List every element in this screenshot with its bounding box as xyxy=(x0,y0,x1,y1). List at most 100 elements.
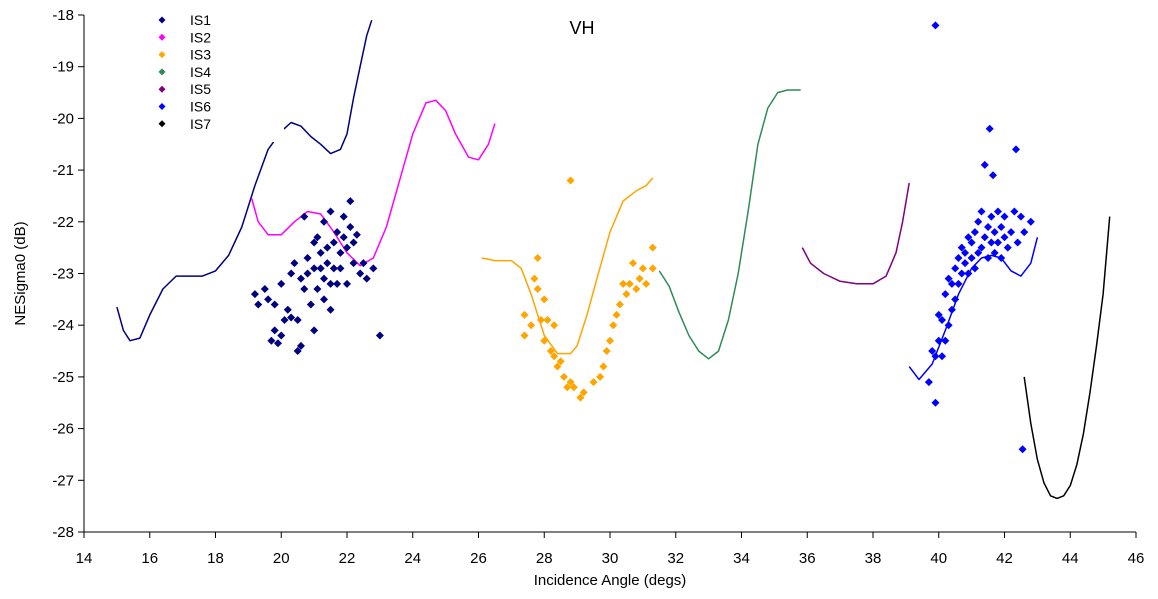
legend-item: IS6 xyxy=(158,99,211,115)
data-point xyxy=(563,383,572,392)
data-point xyxy=(619,279,628,288)
data-point xyxy=(599,362,608,371)
data-point xyxy=(1018,445,1027,454)
series-line-6 xyxy=(908,237,1039,381)
series-lines xyxy=(116,19,1111,500)
x-tick-label: 24 xyxy=(404,550,421,567)
data-point xyxy=(1007,228,1016,237)
data-point xyxy=(1026,217,1035,226)
x-ticks: 14 16 18 20 22 24 26 28 30 32 34 36 38 40 42 44 46 xyxy=(76,532,1144,567)
data-point xyxy=(1012,145,1021,154)
data-point xyxy=(300,285,309,294)
data-point xyxy=(988,171,997,180)
x-tick-label: 28 xyxy=(536,550,553,567)
data-point xyxy=(339,212,348,221)
series-line-4 xyxy=(658,89,801,360)
data-point xyxy=(997,253,1006,262)
data-point xyxy=(536,316,545,325)
data-point xyxy=(924,378,933,387)
data-point xyxy=(296,341,305,350)
data-point xyxy=(987,212,996,221)
data-point xyxy=(941,290,950,299)
y-tick-label: -27 xyxy=(52,472,74,489)
legend-marker xyxy=(158,85,166,93)
data-point xyxy=(303,269,312,278)
data-point xyxy=(273,339,282,348)
data-point xyxy=(1013,238,1022,247)
data-point xyxy=(934,310,943,319)
data-point xyxy=(938,352,947,361)
legend-marker xyxy=(158,51,166,59)
data-point xyxy=(339,233,348,242)
legend-item: IS1 xyxy=(158,12,211,28)
data-point xyxy=(951,264,960,273)
data-point xyxy=(319,274,328,283)
x-tick-label: 26 xyxy=(470,550,487,567)
data-point xyxy=(346,197,355,206)
y-tick-label: -26 xyxy=(52,421,74,438)
data-point xyxy=(293,316,302,325)
data-point xyxy=(336,248,345,257)
data-point xyxy=(1000,233,1009,242)
x-tick-label: 22 xyxy=(339,550,356,567)
data-point xyxy=(941,336,950,345)
y-tick-label: -23 xyxy=(52,266,74,283)
legend-marker xyxy=(158,68,166,76)
data-point xyxy=(313,285,322,294)
data-point xyxy=(260,285,269,294)
data-point xyxy=(527,321,536,330)
data-point xyxy=(306,300,315,309)
data-point xyxy=(974,248,983,257)
data-point xyxy=(287,269,296,278)
legend-marker xyxy=(158,16,166,24)
legend-item: IS2 xyxy=(158,29,211,45)
legend-item: IS5 xyxy=(158,81,211,97)
data-point xyxy=(559,372,568,381)
data-point xyxy=(270,326,279,335)
data-point xyxy=(944,274,953,283)
data-point xyxy=(967,253,976,262)
data-point xyxy=(954,253,963,262)
data-point xyxy=(319,217,328,226)
data-point xyxy=(967,238,976,247)
data-point xyxy=(947,305,956,314)
data-point xyxy=(362,274,371,283)
x-tick-label: 42 xyxy=(996,550,1013,567)
data-point xyxy=(540,295,549,304)
data-point xyxy=(290,259,299,268)
data-point xyxy=(964,269,973,278)
y-tick-label: -20 xyxy=(52,110,74,127)
data-point xyxy=(642,279,651,288)
x-tick-label: 40 xyxy=(930,550,947,567)
data-point xyxy=(990,228,999,237)
data-point xyxy=(1010,207,1019,216)
x-tick-label: 38 xyxy=(865,550,882,567)
data-point xyxy=(333,279,342,288)
data-point xyxy=(250,290,259,299)
data-point xyxy=(283,305,292,314)
data-point xyxy=(533,253,542,262)
y-tick-label: -21 xyxy=(52,162,74,179)
data-point xyxy=(961,248,970,257)
legend-label: IS6 xyxy=(190,99,211,115)
data-point xyxy=(589,378,598,387)
data-point xyxy=(635,274,644,283)
data-point xyxy=(629,259,638,268)
data-point xyxy=(280,316,289,325)
data-point xyxy=(300,212,309,221)
data-point xyxy=(566,378,575,387)
data-point xyxy=(596,372,605,381)
legend-label: IS1 xyxy=(190,12,211,28)
data-point xyxy=(254,300,263,309)
data-point xyxy=(264,295,273,304)
data-point xyxy=(931,398,940,407)
chart-title: VH xyxy=(569,18,594,38)
data-point xyxy=(984,253,993,262)
x-tick-label: 20 xyxy=(273,550,290,567)
data-point xyxy=(931,21,940,30)
legend-label: IS7 xyxy=(190,116,211,132)
data-point xyxy=(609,321,618,330)
data-point xyxy=(951,295,960,304)
data-point xyxy=(293,347,302,356)
